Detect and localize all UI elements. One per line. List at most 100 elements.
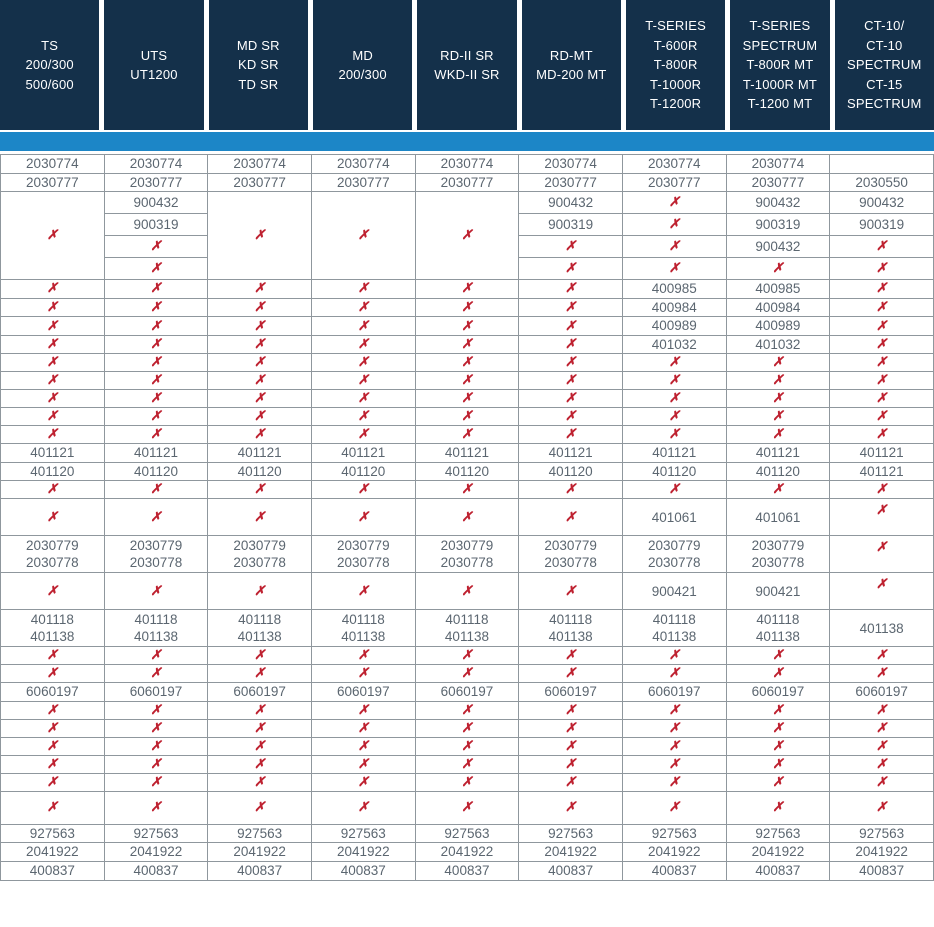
not-available-mark: ✗ [829, 646, 934, 666]
part-number-cell: 6060197 [725, 682, 831, 702]
table-row: ✗ ✗ ✗ ✗ ✗ ✗ 400989 400989 ✗ [0, 316, 934, 336]
not-available-mark: ✗ [310, 754, 416, 774]
not-available-mark: ✗ [518, 718, 623, 738]
not-available-mark: ✗ [518, 297, 623, 318]
not-available-mark: ✗ [103, 572, 209, 611]
not-available-mark: ✗ [829, 257, 934, 281]
part-number-cell: 6060197 [310, 682, 416, 702]
table-row: ✗ 900432 ✗ ✗ ✗ 900432 ✗ 900432 900432 [0, 191, 934, 281]
not-available-mark: ✗ [0, 389, 105, 409]
part-number-cell: 6060197 [621, 682, 727, 702]
part-number-cell: 2030774 [414, 154, 520, 174]
not-available-mark: ✗ [414, 754, 520, 774]
not-available-mark: ✗ [103, 664, 209, 684]
not-available-mark: ✗ [518, 353, 623, 373]
part-number-cell: 401121 [725, 443, 831, 463]
part-number-cell: 401118 401138 [621, 609, 727, 648]
not-available-mark: ✗ [310, 389, 416, 409]
not-available-mark: ✗ [310, 279, 416, 299]
not-available-mark: ✗ [829, 772, 934, 792]
empty-cell [829, 154, 934, 174]
part-number-cell: 2030777 [518, 172, 623, 193]
part-number-cell: 401120 [310, 461, 416, 482]
not-available-mark: ✗ [207, 480, 312, 500]
not-available-mark: ✗ [207, 736, 312, 756]
table-row: 2030774 2030774 2030774 2030774 2030774 20307… [0, 154, 934, 174]
not-available-mark: ✗ [829, 480, 934, 500]
not-available-mark: ✗ [621, 213, 727, 237]
table-row: 2041922 2041922 2041922 2041922 2041922 20419… [0, 842, 934, 863]
not-available-mark: ✗ [829, 664, 934, 684]
part-number-cell: 2030774 [103, 154, 209, 174]
table-row: ✗ ✗ ✗ ✗ ✗ [1, 257, 934, 281]
part-number-cell: 2030550 [829, 172, 934, 193]
part-number-cell: 2030777 [414, 172, 520, 193]
not-available-mark: ✗ [725, 407, 831, 427]
not-available-mark: ✗ [103, 425, 209, 445]
part-number-cell: 927563 [621, 823, 727, 844]
part-number-cell: 400984 [621, 297, 727, 318]
part-number-cell: 900432 [518, 191, 623, 215]
not-available-mark: ✗ [829, 700, 934, 720]
not-available-mark: ✗ [207, 297, 312, 318]
parts-table-body: 2030774 2030774 2030774 2030774 2030774 20307… [0, 154, 934, 881]
part-number-cell: 2030774 [518, 154, 623, 174]
not-available-mark: ✗ [829, 498, 934, 537]
part-number: 2030778 [544, 555, 597, 571]
not-available-mark: ✗ [829, 425, 934, 445]
not-available-mark: ✗ [725, 425, 831, 445]
part-number-cell: 2030779 2030778 [207, 535, 312, 574]
part-number-cell: 6060197 [0, 682, 105, 702]
not-available-mark: ✗ [518, 736, 623, 756]
part-number: 401118 [549, 611, 593, 627]
column-header-line: UT1200 [130, 67, 178, 82]
part-number-cell: 900432 [725, 191, 831, 215]
not-available-mark: ✗ [829, 353, 934, 373]
not-available-mark: ✗ [621, 407, 727, 427]
not-available-mark: ✗ [103, 353, 209, 373]
not-available-mark: ✗ [518, 772, 623, 792]
column-header-line: CT-10 [866, 37, 903, 53]
part-number-cell: 400837 [518, 861, 623, 881]
part-number-cell: 401120 [207, 461, 312, 482]
not-available-mark: ✗ [621, 353, 727, 373]
not-available-mark: ✗ [0, 664, 105, 684]
not-available-mark: ✗ [725, 480, 831, 500]
not-available-mark: ✗ [621, 371, 727, 391]
not-available-mark: ✗ [0, 736, 105, 756]
not-available-mark: ✗ [621, 664, 727, 684]
not-available-mark: ✗ [207, 279, 312, 299]
part-number-cell: 900421 [621, 572, 727, 611]
part-number: 2030778 [751, 555, 805, 571]
not-available-mark: ✗ [829, 389, 934, 409]
not-available-mark: ✗ [103, 772, 209, 792]
not-available-mark: ✗ [829, 371, 934, 391]
part-number-cell: 2030779 2030778 [310, 535, 416, 574]
not-available-mark: ✗ [310, 353, 416, 373]
column-header-line: T-SERIES [645, 18, 707, 34]
part-number-cell: 401121 [414, 443, 520, 463]
not-available-mark: ✗ [0, 718, 105, 738]
not-available-mark: ✗ [621, 718, 727, 738]
not-available-mark: ✗ [310, 316, 416, 336]
not-available-mark: ✗ [518, 334, 623, 355]
column-header-line: TD SR [238, 76, 279, 92]
not-available-mark: ✗ [414, 790, 520, 825]
not-available-mark: ✗ [518, 425, 623, 445]
not-available-mark: ✗ [310, 334, 416, 355]
part-number-cell: 2030777 [0, 172, 105, 193]
part-number-cell: 2030777 [621, 172, 727, 193]
not-available-mark: ✗ [310, 664, 416, 684]
part-number-cell: 2030777 [310, 172, 416, 193]
part-number-cell: 401121 [518, 443, 623, 463]
not-available-mark: ✗ [310, 191, 416, 281]
table-row: 401118 401138 401118 401138 401118 401138 4011… [0, 609, 934, 648]
part-number-cell: 2030774 [0, 154, 105, 174]
part-number-cell: 400984 [725, 297, 831, 318]
not-available-mark: ✗ [207, 646, 312, 666]
not-available-mark: ✗ [518, 257, 623, 281]
part-number: 401138 [444, 629, 489, 645]
part-number: 2030779 [751, 537, 805, 553]
not-available-mark: ✗ [829, 572, 934, 611]
